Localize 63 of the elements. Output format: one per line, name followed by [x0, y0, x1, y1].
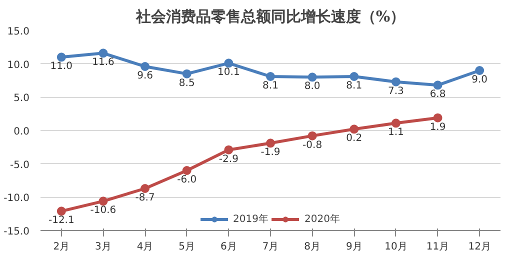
chart-title: 社会消费品零售总额同比增长速度（%）: [134, 8, 406, 26]
point: [391, 118, 400, 128]
data-label: -6.0: [177, 174, 197, 186]
y-tick-label: 10.0: [7, 60, 30, 71]
data-label: 11.0: [50, 61, 73, 72]
data-label: 8.1: [346, 80, 362, 92]
x-tick-label: 5月: [178, 242, 196, 252]
legend-label: 2019年: [233, 213, 268, 226]
x-tick-label: 2月: [53, 242, 70, 252]
x-tick-label: 7月: [262, 242, 279, 252]
y-tick-label: 15.0: [7, 26, 30, 38]
data-label: -10.6: [90, 205, 116, 216]
y-tick-label: -10.0: [4, 193, 30, 204]
point: [475, 66, 484, 75]
data-label: 8.1: [262, 80, 278, 92]
legend-label: 2020年: [304, 213, 340, 226]
data-label: -2.9: [218, 154, 238, 165]
point: [350, 124, 359, 134]
point: [98, 48, 108, 58]
point: [224, 145, 234, 154]
point: [56, 52, 66, 62]
data-label: 6.8: [430, 89, 446, 100]
point: [266, 72, 275, 81]
point: [140, 62, 150, 71]
data-label: 1.9: [430, 122, 446, 133]
data-label: -8.7: [135, 192, 155, 204]
point: [182, 166, 192, 175]
point: [224, 58, 234, 68]
x-tick-label: 6月: [220, 242, 237, 252]
point: [56, 206, 66, 216]
data-label: 11.6: [92, 57, 114, 68]
data-label: 9.6: [137, 70, 153, 82]
point: [433, 80, 442, 90]
data-label: -1.9: [260, 147, 280, 158]
point: [140, 184, 150, 193]
data-label: 8.0: [304, 81, 320, 92]
data-label: 10.1: [218, 67, 240, 78]
x-tick-label: 3月: [95, 242, 112, 252]
data-label: -12.1: [48, 215, 74, 226]
x-tick-label: 4月: [136, 242, 154, 252]
point: [308, 131, 317, 140]
point: [98, 196, 108, 206]
point: [182, 69, 192, 78]
x-tick-label: 8月: [304, 242, 321, 252]
data-label: 9.0: [472, 74, 488, 86]
y-tick-label: -15.0: [4, 226, 30, 238]
y-tick-label: -5.0: [10, 160, 30, 171]
x-tick-label: 11月: [426, 242, 450, 252]
point: [266, 138, 275, 148]
point: [433, 113, 442, 122]
data-label: 7.3: [388, 86, 404, 97]
point: [350, 72, 359, 81]
x-tick-label: 12月: [468, 242, 491, 252]
y-tick-label: 5.0: [14, 93, 30, 104]
data-label: -0.8: [302, 140, 322, 151]
data-label: 0.2: [346, 133, 362, 144]
data-label: 1.1: [388, 127, 404, 138]
data-label: 8.5: [178, 78, 195, 89]
point: [391, 77, 400, 86]
x-tick-label: 10月: [384, 242, 408, 252]
point: [308, 72, 317, 82]
y-tick-label: 0.0: [14, 126, 30, 138]
x-tick-label: 9月: [346, 242, 362, 252]
